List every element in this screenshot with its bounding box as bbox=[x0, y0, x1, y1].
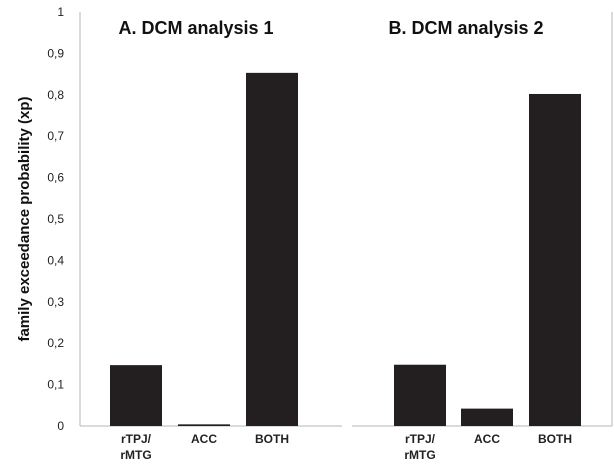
panel-title-a: A. DCM analysis 1 bbox=[118, 18, 273, 38]
y-tick-label: 1 bbox=[57, 5, 64, 19]
y-tick-label: 0,8 bbox=[47, 88, 64, 102]
x-tick-label: ACC bbox=[191, 432, 217, 446]
y-tick-label: 0,4 bbox=[47, 253, 64, 267]
x-tick-label: ACC bbox=[474, 432, 500, 446]
bar-both bbox=[246, 72, 298, 426]
bar-both bbox=[529, 93, 581, 427]
x-tick-label: rTPJ/rMTG bbox=[120, 432, 151, 462]
bar-rtpj-rmtg bbox=[394, 364, 446, 426]
y-tick-label: 0,1 bbox=[47, 378, 64, 392]
y-tick-label: 0,3 bbox=[47, 295, 64, 309]
panel-title-b: B. DCM analysis 2 bbox=[388, 18, 543, 38]
y-axis-ticks: 0 0,1 0,2 0,3 0,4 0,5 0,6 0,7 0,8 0,9 1 bbox=[47, 5, 64, 433]
y-tick-label: 0,9 bbox=[47, 46, 64, 60]
x-tick-label: rTPJ/rMTG bbox=[404, 432, 435, 462]
y-tick-label: 0 bbox=[57, 419, 64, 433]
y-tick-label: 0,2 bbox=[47, 336, 64, 350]
y-tick-label: 0,6 bbox=[47, 171, 64, 185]
bar-acc bbox=[461, 408, 513, 426]
panel-a: A. DCM analysis 1 rTPJ/rMTG ACC BOTH bbox=[110, 18, 298, 462]
panel-b: B. DCM analysis 2 rTPJ/rMTG ACC BOTH bbox=[388, 18, 581, 462]
y-tick-label: 0,7 bbox=[47, 129, 64, 143]
bar-acc bbox=[178, 424, 230, 426]
y-axis-title: family exceedance probability (xp) bbox=[16, 96, 33, 341]
x-tick-label: BOTH bbox=[538, 432, 572, 446]
y-tick-label: 0,5 bbox=[47, 212, 64, 226]
bar-rtpj-rmtg bbox=[110, 365, 162, 426]
x-tick-label: BOTH bbox=[255, 432, 289, 446]
